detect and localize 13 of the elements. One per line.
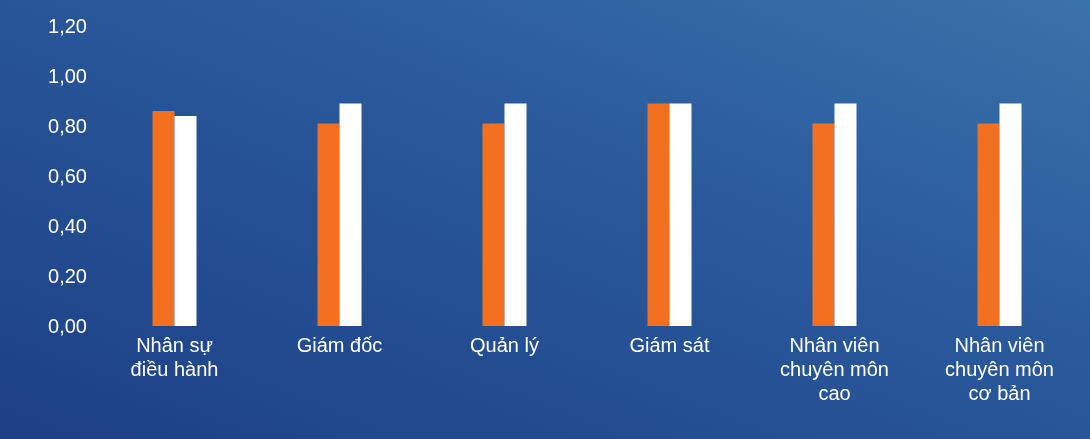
x-tick-label: Giám đốc (296, 334, 383, 356)
y-tick-label: 1,20 (48, 14, 87, 37)
y-tick-label: 0,00 (48, 314, 87, 337)
y-tick-label: 0,60 (48, 164, 87, 187)
y-tick-label: 0,20 (48, 264, 87, 287)
x-tick-label: Nhân viên chuyên môn cao (780, 334, 889, 404)
y-tick-label: 0,40 (48, 214, 87, 237)
y-tick-label: 0,80 (48, 114, 87, 137)
y-tick-label: 1,00 (48, 64, 87, 87)
x-tick-label: Giám sát (629, 334, 710, 356)
x-tick-label: Nhân sự điều hành (130, 334, 219, 380)
x-tick-label: Nhân viên chuyên môn cơ bản (945, 334, 1054, 404)
x-tick-label: Quản lý (470, 334, 539, 356)
